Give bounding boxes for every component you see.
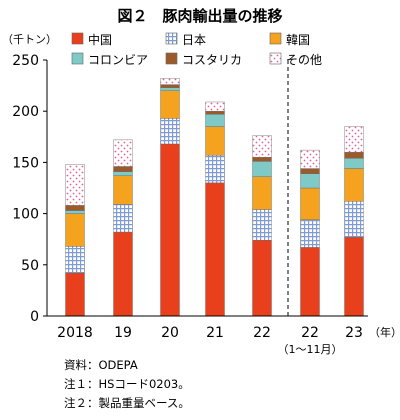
bar-segment <box>65 272 85 317</box>
bar-segment <box>252 209 272 241</box>
bar-segment <box>113 204 133 233</box>
bar-stack <box>113 139 133 317</box>
bar-segment <box>113 175 133 205</box>
bar-segment <box>300 219 320 248</box>
legend-label: その他 <box>286 53 322 67</box>
bar-segment <box>160 143 180 317</box>
y-tick-label: 50 <box>21 258 39 274</box>
bar-segment <box>113 166 133 172</box>
bar-segment <box>344 151 364 159</box>
bar-segment <box>65 205 85 211</box>
y-tick-label: 0 <box>30 309 39 325</box>
bar-segment <box>205 182 225 317</box>
bar-stack <box>252 135 272 317</box>
bar-segment <box>300 149 320 169</box>
x-tick-sublabel: （1～11月） <box>278 343 343 356</box>
legend-swatch <box>269 52 282 65</box>
bar-stack <box>65 164 85 317</box>
bar-segment <box>252 240 272 317</box>
legend-label: コスタリカ <box>182 53 242 67</box>
bar-segment <box>160 90 180 119</box>
x-tick-label: 22 <box>253 325 271 341</box>
source-note: 資料：ODEPA <box>64 358 138 372</box>
bar-segment <box>252 135 272 158</box>
legend-item: 中国 <box>71 32 112 47</box>
bar-segment <box>252 161 272 177</box>
footnotes: 資料：ODEPA 注１：HSコード0203。 注２：製品重量ベース。 <box>64 356 190 413</box>
bar-segment <box>65 213 85 247</box>
legend-item: その他 <box>269 52 322 67</box>
legend-label: 中国 <box>88 32 112 47</box>
bar-segment <box>300 247 320 317</box>
y-tick-label: 150 <box>12 155 39 171</box>
legend-item: 韓国 <box>269 32 310 47</box>
legend-swatch <box>269 32 282 45</box>
bar-segment <box>160 78 180 85</box>
x-tick-label: 23 <box>345 325 363 341</box>
x-tick-label: 22 <box>301 325 319 341</box>
legend-swatch <box>71 32 84 45</box>
bar-segment <box>300 173 320 189</box>
note-1: 注１：HSコード0203。 <box>64 377 190 391</box>
bar-segment <box>205 126 225 156</box>
bar-segment <box>252 157 272 162</box>
bar-segment <box>113 231 133 317</box>
bar-stack <box>160 78 180 317</box>
y-tick-label: 100 <box>12 207 39 223</box>
y-tick-label: 250 <box>12 53 39 69</box>
bar-segment <box>344 201 364 238</box>
bar-segment <box>344 168 364 202</box>
bar-segment <box>113 171 133 176</box>
y-axis-ticks: 0 50 100 150 200 250 <box>12 53 47 325</box>
bar-segment <box>252 176 272 210</box>
legend-swatch <box>165 52 178 65</box>
x-tick-label: 2018 <box>57 325 93 341</box>
bar-segment <box>205 155 225 184</box>
x-tick-label: 21 <box>206 325 224 341</box>
x-axis-labels: 2018 19 20 21 22 22 （1～11月）23 <box>57 325 363 356</box>
bar-segment <box>160 87 180 91</box>
bar-segment <box>113 139 133 167</box>
bar-segment <box>344 158 364 169</box>
bar-segment <box>344 126 364 153</box>
bar-stack <box>205 101 225 317</box>
bar-stack <box>300 149 320 317</box>
x-tick-label: 20 <box>161 325 179 341</box>
bar-segment <box>344 236 364 317</box>
bar-segment <box>205 114 225 127</box>
legend-label: 韓国 <box>286 33 310 47</box>
chart-title: 図２ 豚肉輸出量の推移 <box>117 7 282 25</box>
bar-segment <box>300 187 320 220</box>
y-axis-unit-label: （千トン） <box>2 33 57 46</box>
bar-segment <box>300 168 320 174</box>
x-axis-unit-label: （年） <box>369 325 400 339</box>
bar-segment <box>205 110 225 115</box>
bar-segment <box>160 84 180 88</box>
bar-stack <box>344 126 364 317</box>
bar-segment <box>160 118 180 145</box>
y-tick-label: 200 <box>12 104 39 120</box>
bars <box>65 78 364 317</box>
bar-segment <box>205 101 225 112</box>
x-tick-label: 19 <box>114 325 132 341</box>
legend-item: 日本 <box>165 32 206 47</box>
bar-segment <box>65 246 85 274</box>
legend-item: コスタリカ <box>165 52 242 67</box>
note-2: 注２：製品重量ベース。 <box>64 396 190 410</box>
bar-segment <box>65 210 85 214</box>
legend-label: 日本 <box>182 33 206 47</box>
legend-label: コロンビア <box>88 53 148 67</box>
bar-segment <box>65 164 85 206</box>
legend-swatch <box>165 32 178 45</box>
legend-swatch <box>71 52 84 65</box>
legend-item: コロンビア <box>71 52 148 67</box>
